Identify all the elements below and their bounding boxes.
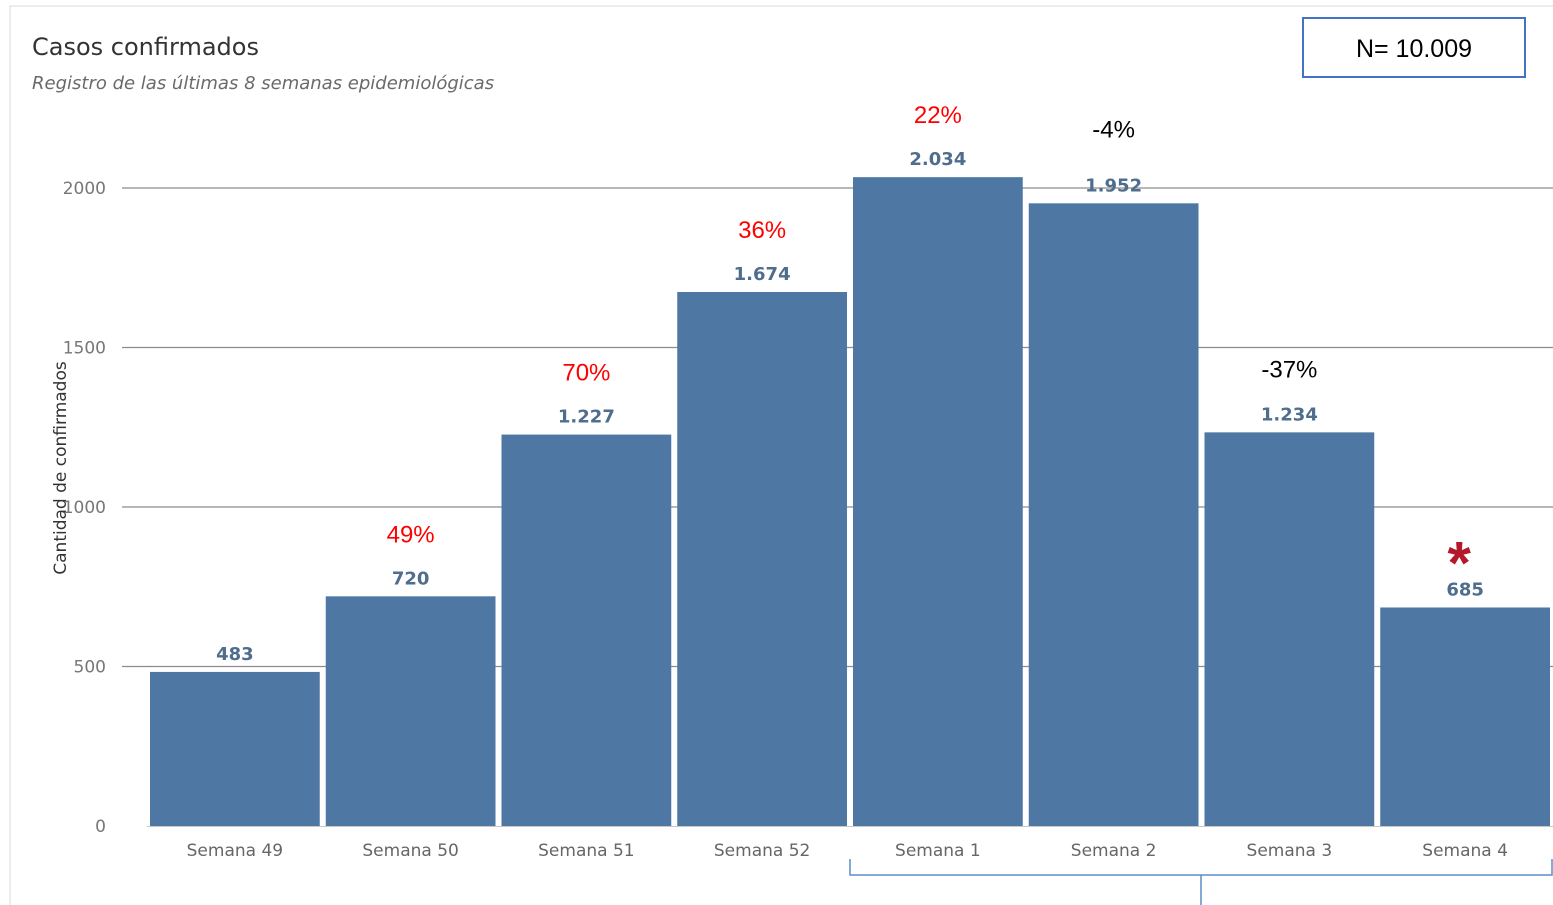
change-label: -4% — [1092, 116, 1135, 143]
change-label: 22% — [914, 102, 962, 129]
y-axis-ticks: 0 500 1000 1500 2000 — [63, 179, 106, 837]
bar-value-label: 1.234 — [1261, 404, 1318, 425]
bar-value-label: 1.227 — [558, 407, 615, 428]
x-axis-ticks: Semana 49 Semana 50 Semana 51 Semana 52 Sema… — [187, 841, 1508, 861]
bar-value-label: 1.674 — [734, 264, 791, 285]
y-tick-label: 1500 — [63, 339, 106, 359]
bars — [150, 177, 1550, 827]
bar — [325, 596, 496, 826]
bar — [853, 177, 1023, 827]
bar — [501, 434, 672, 826]
card-border — [9, 5, 1553, 905]
bar — [1380, 607, 1550, 826]
change-label: 36% — [738, 217, 786, 244]
change-label: 70% — [562, 360, 610, 387]
total-box-text: N= 10.009 — [1356, 35, 1472, 63]
x-tick-label: Semana 50 — [362, 841, 458, 861]
y-tick-label: 500 — [74, 658, 106, 678]
bar-value-label: 720 — [392, 568, 430, 589]
x-tick-label: Semana 4 — [1422, 841, 1508, 861]
change-label: -37% — [1261, 356, 1317, 383]
bar-value-label: 2.034 — [909, 149, 966, 170]
bar-value-label: 685 — [1446, 579, 1484, 600]
asterisk-mark: * — [1447, 529, 1471, 596]
change-labels: 49% 70% 36% 22% -4% -37% — [387, 102, 1318, 548]
chart-subtitle: Registro de las últimas 8 semanas epidem… — [32, 73, 494, 94]
y-tick-label: 2000 — [63, 179, 106, 199]
bar — [1028, 203, 1199, 826]
y-axis-label: Cantidad de confirmados — [51, 361, 71, 575]
bar-value-label: 1.952 — [1085, 175, 1142, 196]
x-tick-label: Semana 3 — [1247, 841, 1333, 861]
weeks-bracket — [849, 859, 1553, 905]
chart-title: Casos confirmados — [32, 33, 259, 61]
x-tick-label: Semana 49 — [187, 841, 283, 861]
bar — [677, 291, 847, 826]
x-tick-label: Semana 52 — [714, 841, 810, 861]
change-label: 49% — [387, 521, 435, 548]
x-tick-label: Semana 2 — [1071, 841, 1157, 861]
y-tick-label: 0 — [95, 817, 106, 837]
total-box — [1302, 17, 1526, 78]
bar-value-label: 483 — [216, 644, 254, 665]
y-tick-label: 1000 — [63, 498, 106, 518]
x-tick-label: Semana 51 — [538, 841, 634, 861]
value-labels: 483 720 1.227 1.674 2.034 1.952 1.234 685 — [216, 149, 1484, 665]
x-tick-label: Semana 1 — [895, 841, 981, 861]
bar — [1204, 432, 1375, 826]
bar — [150, 671, 320, 826]
